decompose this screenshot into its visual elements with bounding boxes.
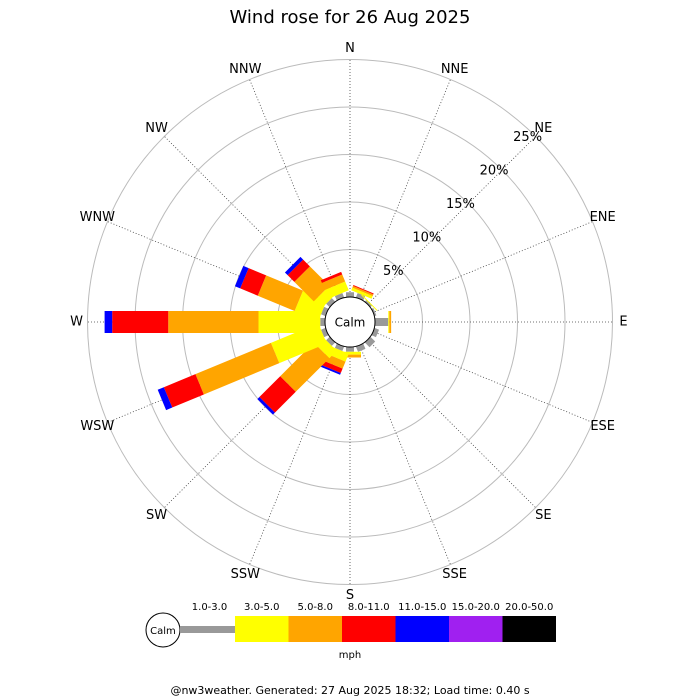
- direction-label: NE: [534, 121, 552, 136]
- bar-segment: [284, 256, 304, 276]
- ring-label: 25%: [513, 130, 542, 145]
- bar-segment: [321, 274, 346, 290]
- bar-segment: [334, 343, 345, 352]
- bar-segment: [270, 323, 327, 364]
- legend-label: 15.0-20.0: [452, 602, 500, 613]
- bar-segment: [320, 318, 325, 326]
- legend-label: 11.0-15.0: [398, 602, 446, 613]
- bar-segment: [361, 294, 378, 311]
- bar-segment: [240, 268, 267, 296]
- direction-label: E: [619, 315, 627, 330]
- bar-segment: [371, 327, 380, 338]
- legend-swatch: [180, 626, 235, 633]
- direction-label: WSW: [80, 419, 114, 434]
- ring-label: 5%: [383, 264, 404, 279]
- bar-segment: [353, 285, 374, 295]
- direction-label: ENE: [590, 210, 616, 225]
- calm-label: Calm: [335, 316, 366, 330]
- legend-swatch: [449, 616, 503, 642]
- bar-segment: [320, 360, 343, 374]
- direction-label: SW: [146, 508, 167, 523]
- direction-label: SSW: [231, 567, 261, 582]
- ring-label: 15%: [446, 197, 475, 212]
- legend-swatch: [395, 616, 449, 642]
- direction-label: W: [70, 315, 83, 330]
- direction-label: S: [346, 588, 354, 603]
- bar-segment: [346, 347, 354, 352]
- bar-segment: [104, 311, 113, 333]
- bar-segment: [280, 342, 330, 392]
- bar-segment: [351, 287, 373, 299]
- direction-label: WNW: [80, 210, 116, 225]
- ring-label: 10%: [412, 231, 441, 246]
- legend-label: 3.0-5.0: [244, 602, 279, 613]
- bar-segment: [258, 311, 321, 333]
- bar-segment: [346, 292, 354, 297]
- footer: @nw3weather. Generated: 27 Aug 2025 18:3…: [170, 684, 529, 697]
- bar-segment: [259, 376, 296, 413]
- bar-segment: [195, 342, 280, 395]
- bar-segment: [319, 364, 341, 375]
- bar-segment: [375, 318, 389, 326]
- bar-segment: [112, 311, 169, 333]
- grid-ring: [87, 59, 613, 585]
- units-label: mph: [339, 650, 361, 661]
- legend-swatch: [235, 616, 289, 642]
- bar-segment: [326, 336, 336, 346]
- direction-label: ESE: [590, 419, 615, 434]
- bar-segment: [287, 259, 310, 282]
- legend-label: 1.0-3.0: [192, 602, 227, 613]
- bar-segment: [326, 298, 336, 308]
- bar-segment: [320, 306, 329, 317]
- bar-segment: [334, 292, 345, 301]
- direction-label: SE: [535, 508, 551, 523]
- bar-segment: [157, 387, 173, 411]
- direction-label: NNW: [229, 62, 261, 77]
- bar-segment: [388, 311, 390, 333]
- bar-segment: [320, 271, 343, 283]
- bar-segment: [294, 266, 330, 302]
- chart-title: Wind rose for 26 Aug 2025: [230, 7, 471, 28]
- bar-segment: [257, 275, 304, 311]
- legend-swatch: [288, 616, 342, 642]
- bar-segment: [234, 265, 249, 289]
- bar-segment: [364, 300, 372, 308]
- bar-segment: [364, 336, 376, 348]
- legend-swatch: [342, 616, 396, 642]
- direction-label: N: [345, 41, 355, 56]
- bar-segment: [163, 374, 204, 408]
- legend-label: 8.0-11.0: [348, 602, 390, 613]
- legend-calm-label: Calm: [150, 626, 176, 637]
- ring-label: 20%: [480, 163, 509, 178]
- bar-segment: [355, 292, 366, 301]
- bar-segment: [168, 311, 259, 333]
- direction-label: NW: [145, 121, 168, 136]
- legend-label: 20.0-50.0: [505, 602, 553, 613]
- direction-label: SSE: [442, 567, 467, 582]
- bar-segment: [352, 285, 374, 297]
- calm-circle: [324, 296, 376, 348]
- bar-segment: [320, 327, 329, 338]
- direction-label: NNE: [441, 62, 469, 77]
- legend-swatch: [502, 616, 556, 642]
- bar-segment: [389, 311, 392, 333]
- bar-segment: [371, 308, 377, 317]
- bar-segment: [257, 397, 275, 415]
- legend-label: 5.0-8.0: [298, 602, 333, 613]
- bar-segment: [324, 281, 349, 299]
